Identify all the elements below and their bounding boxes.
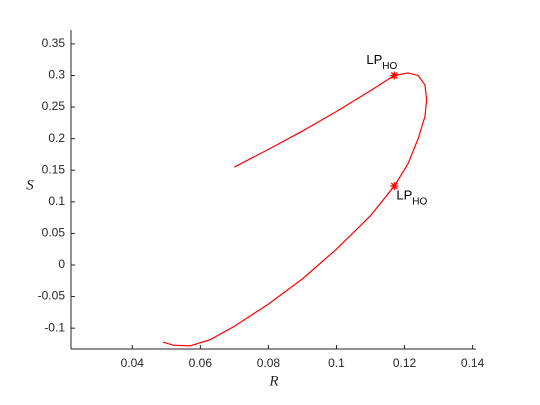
marker <box>390 182 399 191</box>
y-tick-label: 0.25 <box>42 99 66 113</box>
y-tick-label: -0.1 <box>44 320 65 334</box>
y-tick-label: 0.2 <box>48 131 65 145</box>
y-axis-label: S <box>26 177 34 193</box>
marker-stroke <box>390 182 398 190</box>
y-tick-label: 0.1 <box>48 194 65 208</box>
annotation-sub: HO <box>412 197 427 208</box>
x-tick-label: 0.08 <box>257 356 281 370</box>
annotation-sub: HO <box>382 61 397 72</box>
annotation: LP <box>366 52 382 67</box>
x-tick-label: 0.14 <box>461 356 485 370</box>
x-tick-label: 0.12 <box>393 356 417 370</box>
annotation: LP <box>396 187 412 202</box>
x-tick-label: 0.04 <box>121 356 145 370</box>
y-tick-label: 0.05 <box>42 226 66 240</box>
y-tick-label: 0 <box>58 257 65 271</box>
marker <box>390 71 399 80</box>
x-axis-label: R <box>268 373 278 389</box>
x-tick-label: 0.06 <box>189 356 213 370</box>
y-tick-label: 0.35 <box>42 36 66 50</box>
x-tick-label: 0.1 <box>328 356 345 370</box>
y-tick-label: 0.3 <box>48 68 65 82</box>
marker-stroke <box>390 72 398 79</box>
curve <box>162 72 428 347</box>
y-tick-label: -0.05 <box>38 289 66 303</box>
y-tick-label: 0.15 <box>42 162 66 176</box>
